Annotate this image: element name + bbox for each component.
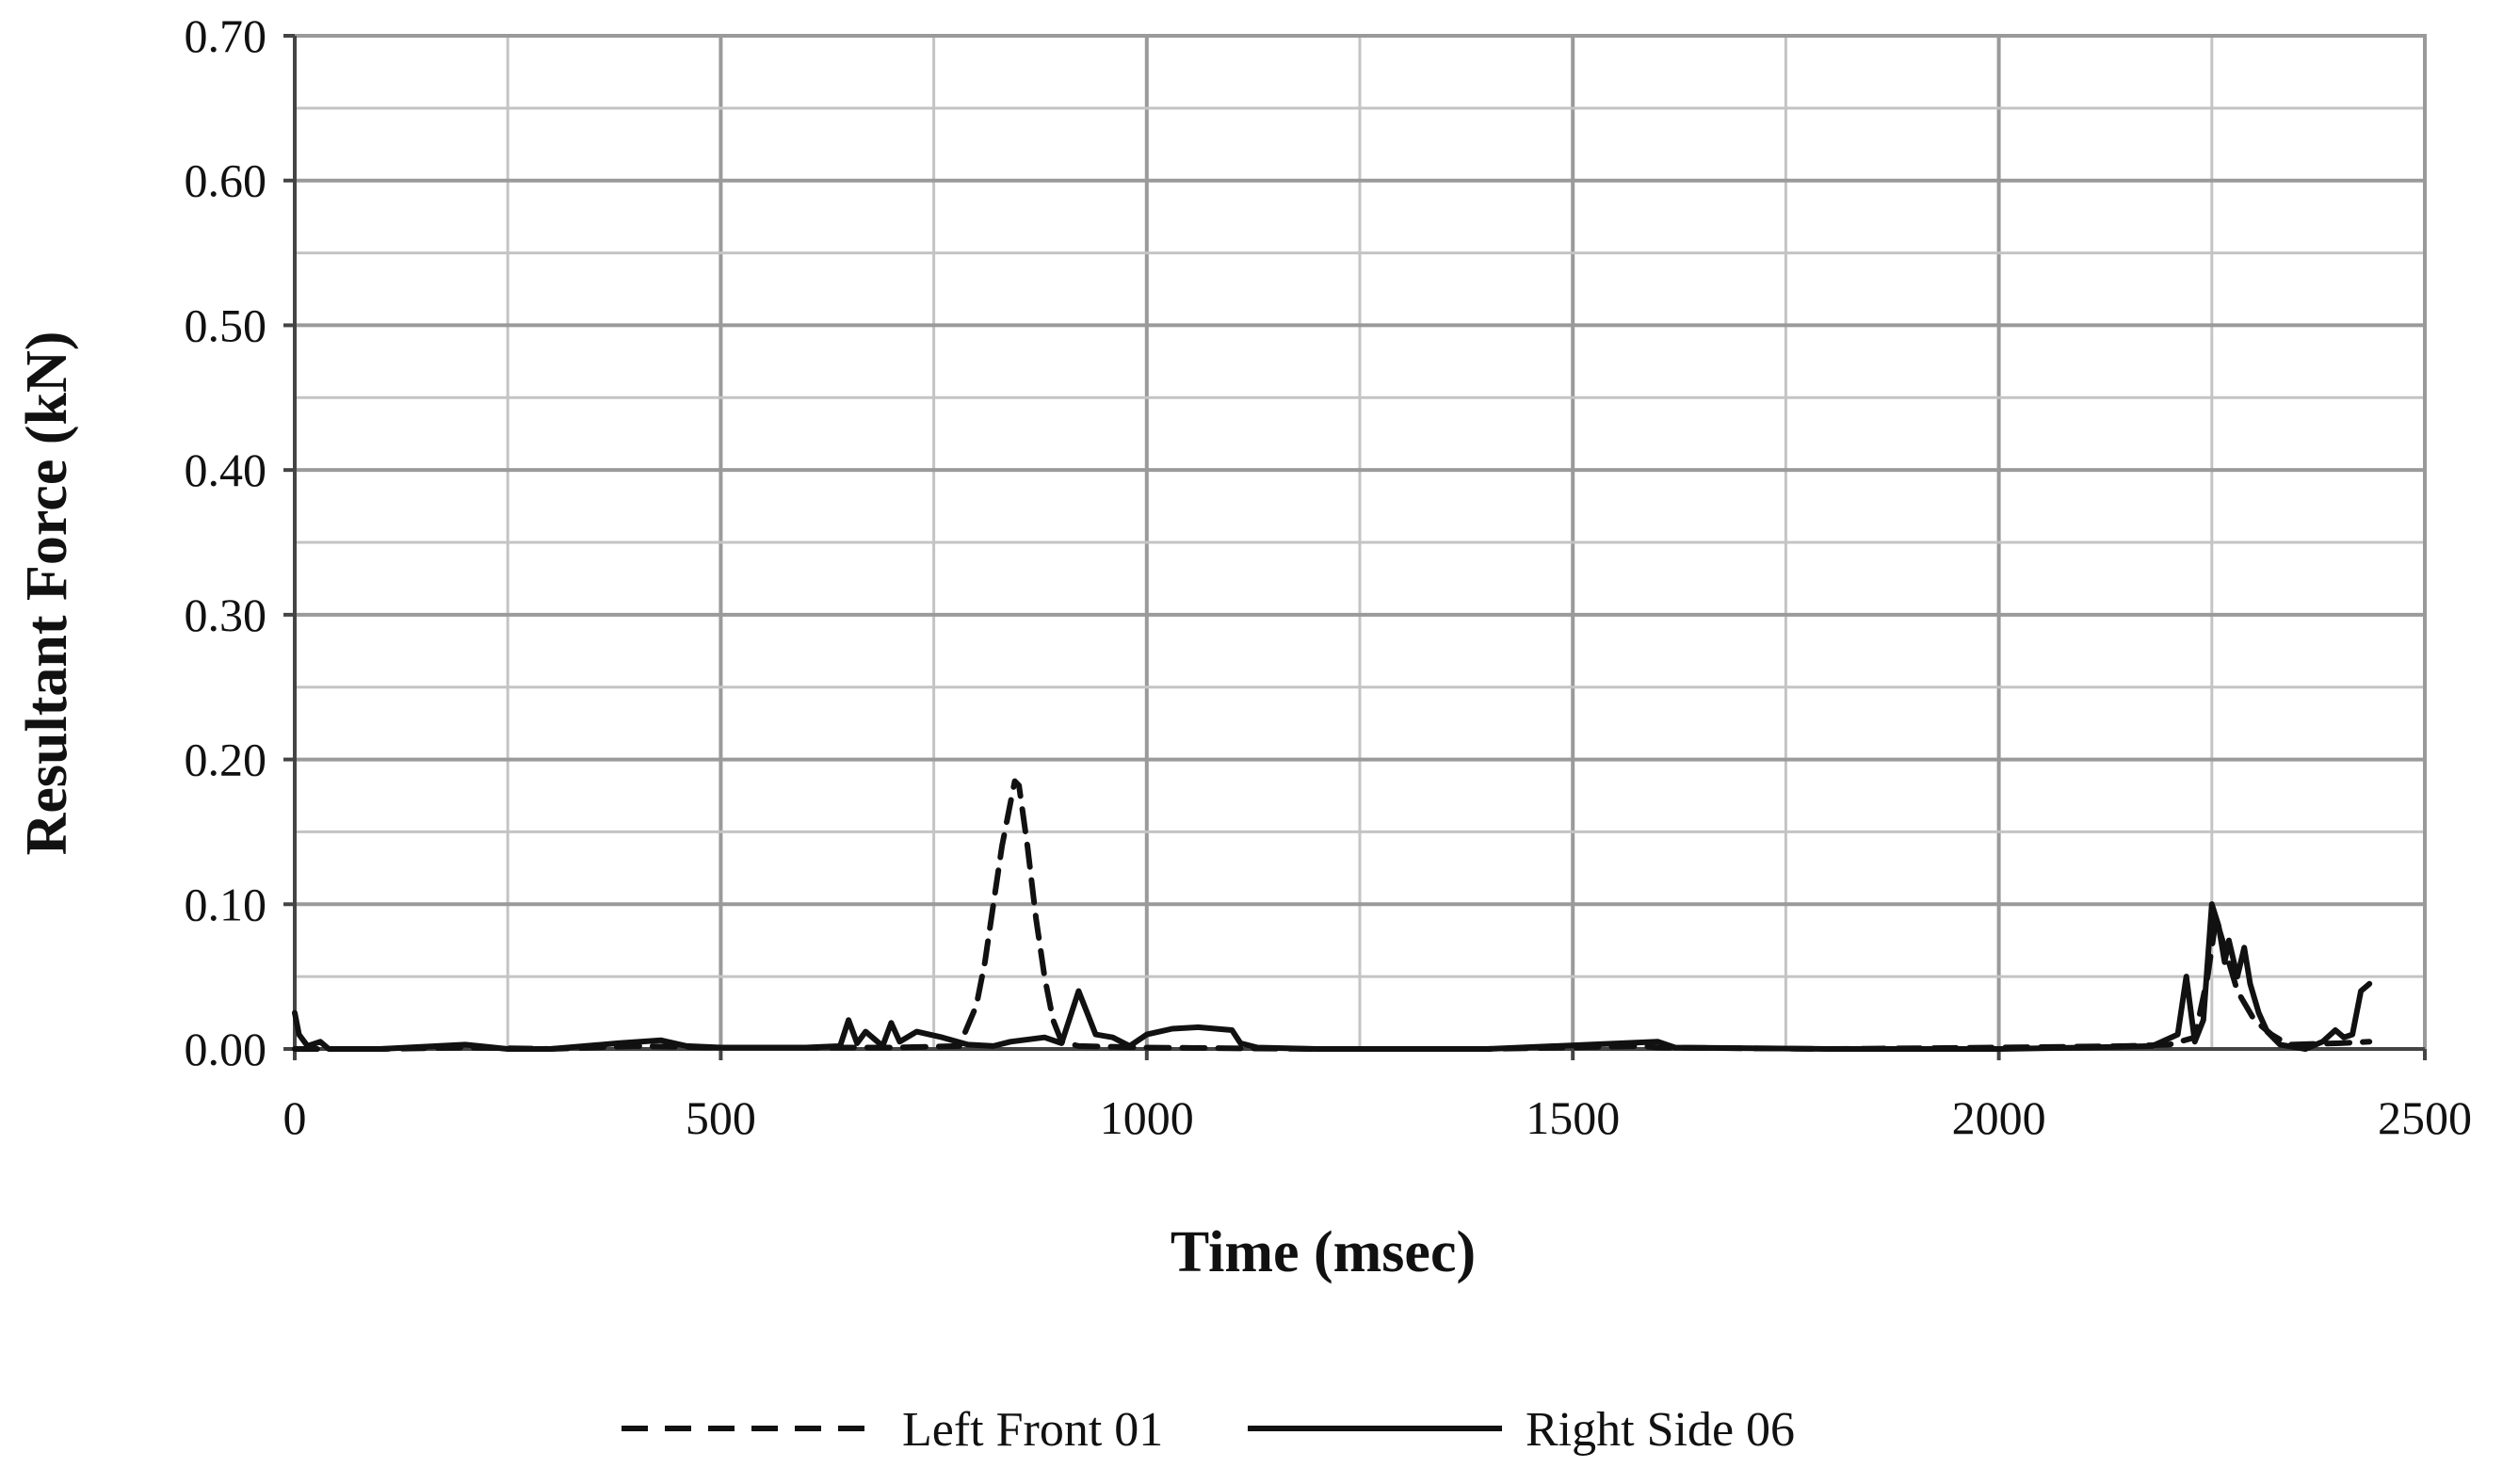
y-tick-label: 0.30 [185, 589, 267, 641]
y-tick-label: 0.40 [185, 444, 267, 496]
y-axis-title: Resultant Force (kN) [15, 331, 79, 856]
legend-label-right-side-06: Right Side 06 [1526, 1403, 1795, 1457]
y-tick-label: 0.20 [185, 734, 267, 786]
series-line-left-front-01 [292, 778, 2373, 1052]
chart-grid [295, 36, 2425, 1049]
x-tick-label: 500 [686, 1091, 756, 1144]
x-axis-ticks: 0 500 1000 1500 2000 2500 [283, 1049, 2472, 1144]
x-tick-label: 2000 [1952, 1091, 2046, 1144]
x-tick-label: 2500 [2378, 1091, 2472, 1144]
y-tick-label: 0.60 [185, 154, 267, 207]
y-tick-label: 0.10 [185, 878, 267, 930]
y-tick-label: 0.00 [185, 1023, 267, 1075]
y-axis-ticks: 0.00 0.10 0.20 0.30 0.40 0.50 0.60 0.70 [185, 9, 295, 1075]
y-tick-label: 0.70 [185, 9, 267, 62]
y-tick-label: 0.50 [185, 298, 267, 351]
series-line-right-side-06 [292, 901, 2373, 1052]
x-tick-label: 1000 [1100, 1091, 1194, 1144]
x-axis-title: Time (msec) [1171, 1220, 1476, 1284]
x-tick-label: 1500 [1526, 1091, 1620, 1144]
series-lines [292, 778, 2373, 1052]
x-tick-label: 0 [283, 1091, 307, 1144]
legend: Left Front 01 Right Side 06 [622, 1403, 1795, 1457]
legend-label-left-front-01: Left Front 01 [902, 1403, 1163, 1457]
